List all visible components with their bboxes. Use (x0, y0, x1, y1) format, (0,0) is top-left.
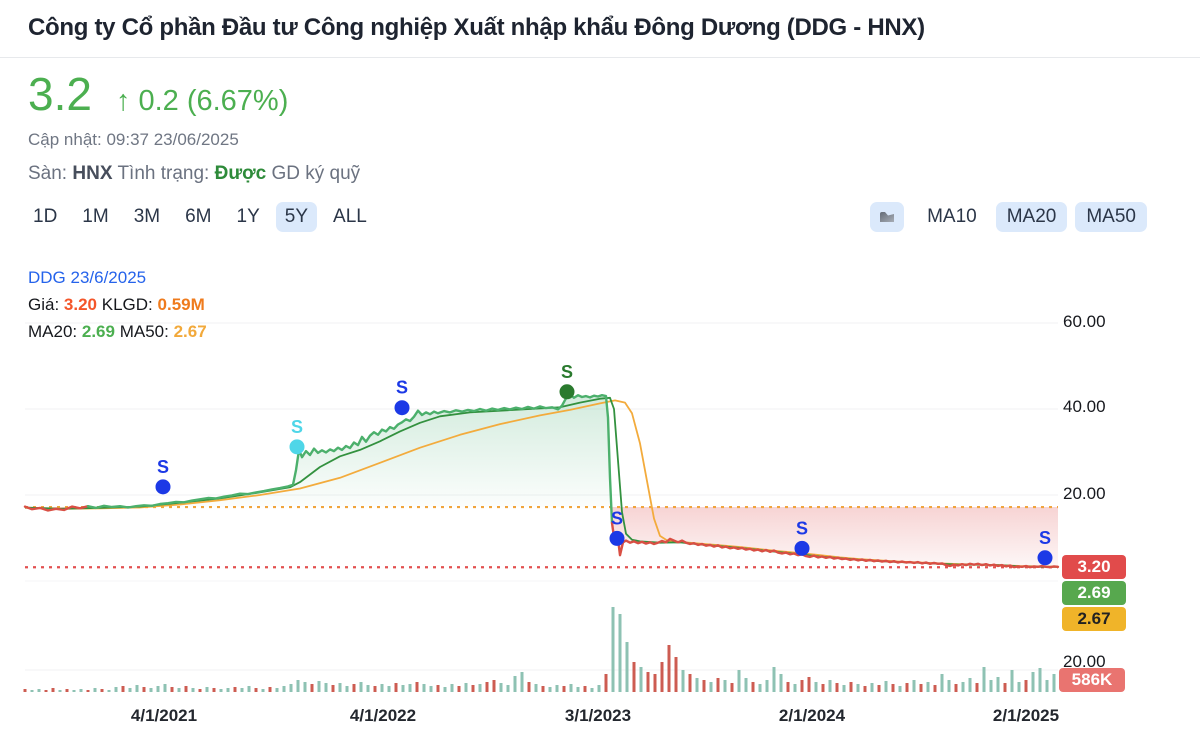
chart-area: S S S S S S S DDG 23/6/2025 Giá: 3.20 KLGD: 0.… (0, 256, 1200, 741)
x-axis-tick-2023: 3/1/2023 (564, 706, 632, 725)
change-value: 0.2 (6.67%) (138, 85, 289, 117)
status-label: Tình trạng: (117, 163, 210, 184)
margin-status-value: Được (214, 163, 267, 184)
ma10-toggle-button[interactable]: MA10 (916, 202, 988, 232)
svg-text:S: S (611, 508, 623, 528)
range-button-5y[interactable]: 5Y (275, 202, 318, 232)
x-axis-tick-2022: 4/1/2022 (349, 706, 417, 725)
svg-text:S: S (291, 417, 303, 437)
exchange-label: Sàn: (28, 163, 68, 184)
klgd-value: 0.59M (157, 295, 205, 314)
x-axis-tick-2021: 4/1/2021 (130, 706, 198, 725)
price-row: 3.2 ↑ 0.2 (6.67%) (28, 71, 1200, 118)
svg-text:S: S (1039, 528, 1051, 548)
ma20-value: 2.69 (81, 322, 115, 341)
ma20-price-badge: 2.69 (1062, 581, 1126, 605)
last-updated: Cập nhật: 09:37 23/06/2025 (28, 130, 239, 149)
ma50-price-badge: 2.67 (1062, 607, 1126, 631)
chart-legend: DDG 23/6/2025 Giá: 3.20 KLGD: 0.59M MA20… (28, 264, 207, 345)
svg-text:S: S (796, 518, 808, 538)
header: Công ty Cổ phần Đầu tư Công nghiệp Xuất … (0, 0, 1200, 58)
last-price-badge: 3.20 (1062, 555, 1126, 579)
y-axis-tick-20: 20.00 (1063, 484, 1106, 503)
price-change: ↑ 0.2 (6.67%) (116, 85, 288, 118)
x-axis-tick-2024: 2/1/2024 (778, 706, 846, 725)
up-arrow-icon: ↑ (115, 85, 131, 117)
ma50-label: MA50: (119, 322, 169, 341)
svg-text:S: S (157, 457, 169, 477)
area-chart-icon (876, 205, 898, 230)
status-suffix: GD ký quỹ (271, 163, 361, 184)
legend-price-line: Giá: 3.20 KLGD: 0.59M (28, 291, 207, 318)
chart-type-button[interactable] (870, 202, 905, 232)
range-button-1m[interactable]: 1M (73, 202, 117, 232)
ma50-toggle-button[interactable]: MA50 (1075, 202, 1147, 232)
svg-text:S: S (396, 378, 408, 398)
page-title: Công ty Cổ phần Đầu tư Công nghiệp Xuất … (28, 14, 925, 41)
klgd-label: KLGD: (101, 295, 153, 314)
range-button-all[interactable]: ALL (324, 202, 376, 232)
ma20-label: MA20: (28, 322, 78, 341)
x-axis-tick-2025: 2/1/2025 (992, 706, 1060, 725)
range-button-6m[interactable]: 6M (176, 202, 220, 232)
exchange-value: HNX (72, 163, 113, 184)
range-button-1y[interactable]: 1Y (228, 202, 269, 232)
gia-value: 3.20 (63, 295, 98, 314)
legend-symbol-date: DDG 23/6/2025 (28, 268, 147, 287)
price-chart[interactable]: S S S S S S S (0, 256, 1200, 741)
ma20-toggle-button[interactable]: MA20 (995, 202, 1068, 232)
legend-ma-line: MA20: 2.69 MA50: 2.67 (28, 318, 207, 345)
chart-toolbar: 1D 1M 3M 6M 1Y 5Y ALL MA (24, 202, 1147, 232)
ma50-value: 2.67 (173, 322, 207, 341)
svg-text:S: S (561, 362, 573, 382)
y-axis-tick-60: 60.00 (1063, 312, 1106, 331)
last-volume-badge: 586K (1059, 668, 1125, 692)
y-axis-tick-40: 40.00 (1063, 397, 1106, 416)
current-price: 3.2 (28, 68, 92, 120)
range-button-1d[interactable]: 1D (24, 202, 66, 232)
ma-button-group: MA10 MA20 MA50 (870, 202, 1147, 232)
exchange-row: Sàn: HNX Tình trạng: Được GD ký quỹ (28, 163, 1200, 185)
volume-axis-tick: 20.00 (1063, 652, 1106, 671)
gia-label: Giá: (28, 295, 60, 314)
range-button-3m[interactable]: 3M (125, 202, 169, 232)
